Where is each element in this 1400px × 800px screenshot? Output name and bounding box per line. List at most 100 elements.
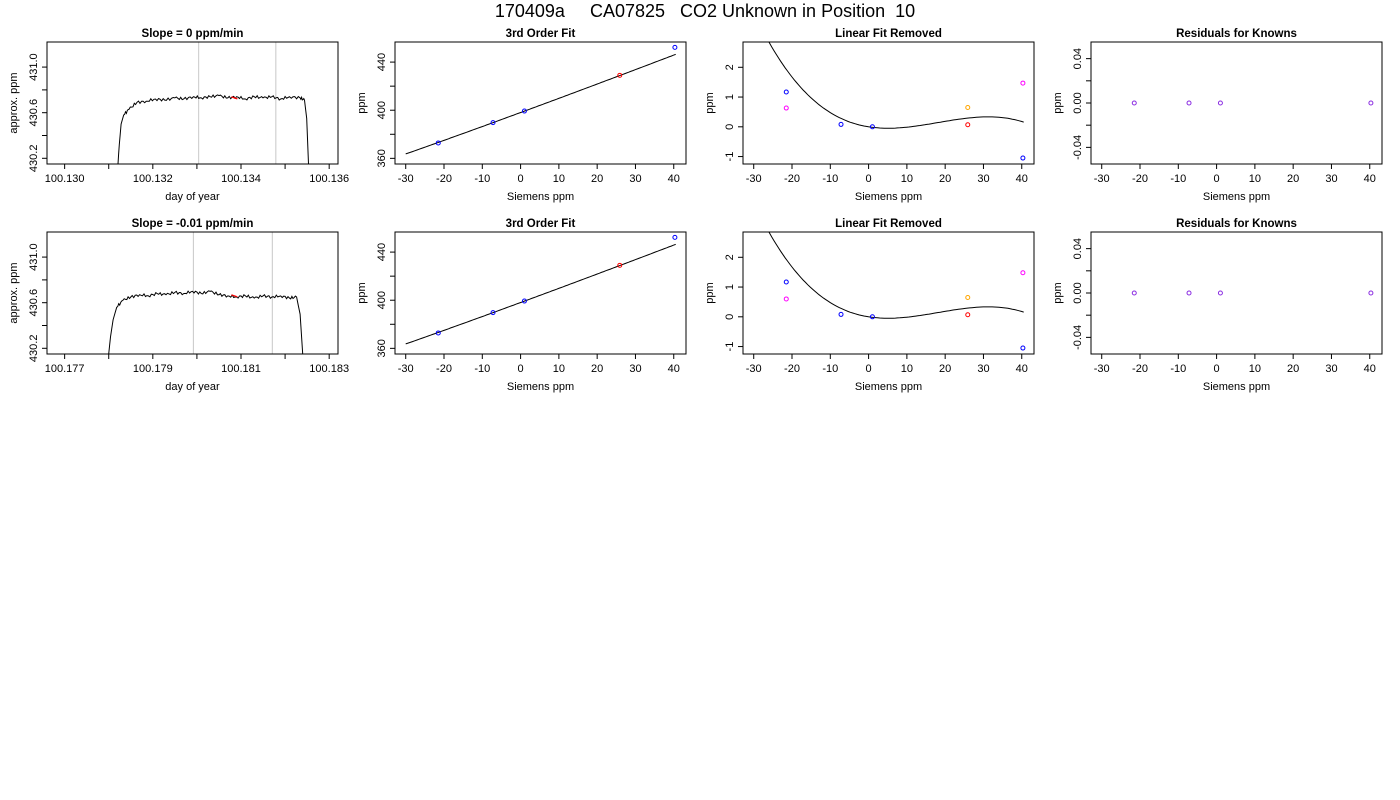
data-point <box>783 89 789 95</box>
x-tick-label: -10 <box>1170 363 1186 375</box>
x-tick-label: 30 <box>629 173 641 185</box>
x-tick-label: -30 <box>746 173 762 185</box>
x-tick-label: 0 <box>866 363 872 375</box>
y-tick-label: 0.00 <box>1072 282 1084 303</box>
y-tick-label: 430.6 <box>28 99 40 127</box>
y-tick-label: 0.04 <box>1072 48 1084 69</box>
x-tick-label: 40 <box>1016 173 1028 185</box>
x-tick-label: 100.130 <box>45 173 85 185</box>
x-tick-label: 30 <box>977 173 989 185</box>
marker-point <box>231 96 238 100</box>
x-tick-label: 0 <box>518 173 524 185</box>
plot-frame <box>1090 231 1383 355</box>
chart-panel-2: 3rd Order Fit -30 -20 -10 0 10 20 30 40 360 400 440… <box>356 28 687 203</box>
y-tick-label: 431.0 <box>28 243 40 271</box>
y-tick-label: 0 <box>724 314 736 320</box>
data-point <box>435 330 441 336</box>
x-tick-label: -30 <box>1094 363 1110 375</box>
x-tick-label: -10 <box>822 173 838 185</box>
data-point <box>617 262 623 268</box>
x-axis-label: Siemens ppm <box>1203 191 1270 203</box>
y-tick-label: -1 <box>724 152 736 162</box>
plot-frame <box>394 231 687 355</box>
x-tick-label: 10 <box>901 173 913 185</box>
x-axis-label: Siemens ppm <box>1203 381 1270 393</box>
y-tick-label: 440 <box>376 243 388 261</box>
data-point <box>1020 80 1026 86</box>
plot-frame <box>742 41 1035 165</box>
y-axis-label: ppm <box>704 282 716 303</box>
data-point <box>672 234 678 240</box>
y-axis-label: ppm <box>704 92 716 113</box>
data-point <box>1368 290 1374 296</box>
data-point <box>490 310 496 316</box>
x-tick-label: 40 <box>668 173 680 185</box>
data-point <box>965 294 971 300</box>
plot-area <box>1131 100 1374 106</box>
x-tick-label: 20 <box>939 173 951 185</box>
data-point <box>1186 100 1192 106</box>
x-tick-label: 20 <box>1287 363 1299 375</box>
fit-curve <box>768 42 1024 129</box>
y-tick-label: 1 <box>724 284 736 290</box>
y-tick-label: 400 <box>376 101 388 119</box>
plot-area <box>117 94 309 164</box>
trace-line <box>108 290 304 354</box>
x-tick-label: 0 <box>866 173 872 185</box>
y-axis-label: approx. ppm <box>8 262 20 323</box>
chart-panel-3: Linear Fit Removed-30 -20 -10 0 10 20 30 40-101… <box>704 28 1035 203</box>
chart-panel-7: Linear Fit Removed-30 -20 -10 0 10 20 30 40-101… <box>704 218 1035 393</box>
plot-area <box>108 290 304 354</box>
x-tick-label: 40 <box>1016 363 1028 375</box>
data-point <box>1020 270 1026 276</box>
x-tick-label: -10 <box>474 363 490 375</box>
data-point <box>869 124 875 130</box>
data-point <box>783 279 789 285</box>
fit-curve <box>768 232 1024 319</box>
plot-frame <box>742 231 1035 355</box>
data-point <box>869 314 875 320</box>
x-tick-label: 40 <box>1364 173 1376 185</box>
y-tick-label: 1 <box>724 94 736 100</box>
x-axis-label: Siemens ppm <box>855 381 922 393</box>
data-point <box>1186 290 1192 296</box>
y-axis-label: ppm <box>356 282 368 303</box>
x-tick-label: -30 <box>398 363 414 375</box>
x-tick-label: 20 <box>1287 173 1299 185</box>
x-tick-label: -30 <box>398 173 414 185</box>
chart-title: 3rd Order Fit <box>506 28 576 40</box>
x-tick-label: 30 <box>977 363 989 375</box>
y-tick-label: -1 <box>724 342 736 352</box>
y-axis-label: ppm <box>1052 282 1064 303</box>
data-point <box>1217 100 1223 106</box>
x-tick-label: 10 <box>901 363 913 375</box>
chart-title: Linear Fit Removed <box>835 28 942 40</box>
x-tick-label: 0 <box>1214 363 1220 375</box>
y-tick-label: 2 <box>724 254 736 260</box>
y-tick-label: 0.04 <box>1072 238 1084 259</box>
x-tick-label: -20 <box>784 363 800 375</box>
plot-area <box>405 44 678 155</box>
x-tick-label: -10 <box>474 173 490 185</box>
x-tick-label: -30 <box>746 363 762 375</box>
x-tick-label: 10 <box>1249 173 1261 185</box>
plot-area <box>768 232 1026 351</box>
x-axis-label: Siemens ppm <box>507 191 574 203</box>
x-axis-label: day of year <box>165 191 220 203</box>
chart-panel-8: Residuals for Knowns -30 -20 -10 0 10 20 30 40 -0… <box>1052 218 1383 393</box>
data-point <box>838 121 844 127</box>
y-tick-label: 430.6 <box>28 289 40 317</box>
data-point <box>521 108 527 114</box>
x-tick-label: 100.181 <box>221 363 261 375</box>
data-point <box>838 311 844 317</box>
y-tick-label: -0.04 <box>1072 135 1084 160</box>
data-point <box>783 105 789 111</box>
data-point <box>965 312 971 318</box>
chart-title: Slope = 0 ppm/min <box>142 28 244 40</box>
chart-title: Linear Fit Removed <box>835 218 942 230</box>
chart-panel-5: Slope = -0.01 ppm/min 100.177 100.179 100.1… <box>8 218 349 393</box>
data-point <box>783 296 789 302</box>
x-tick-label: 30 <box>1325 173 1337 185</box>
y-axis-label: ppm <box>1052 92 1064 113</box>
chart-title: Residuals for Knowns <box>1176 28 1297 40</box>
